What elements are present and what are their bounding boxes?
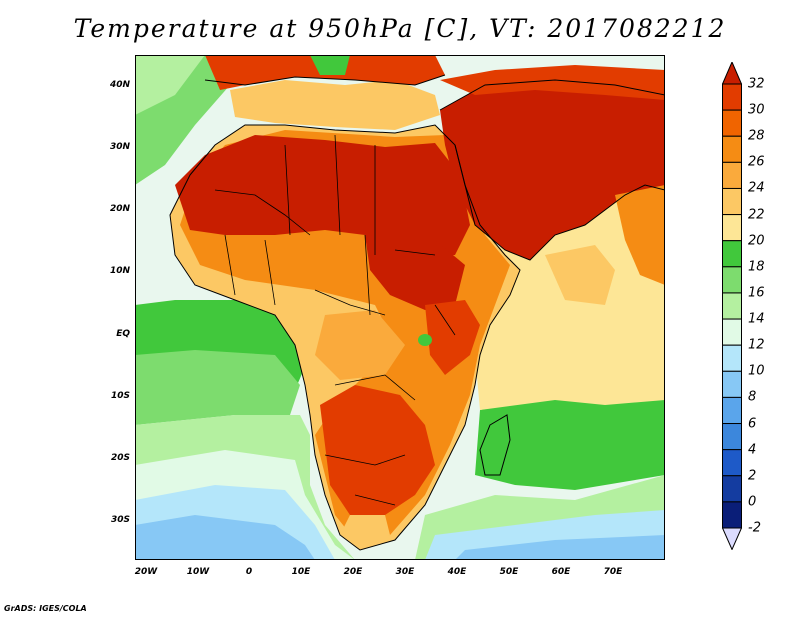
colorbar-swatch	[722, 83, 742, 111]
colorbar-label: 12	[748, 337, 765, 353]
lon-tick-10w: 10W	[186, 567, 210, 577]
madagascar-coastline	[479, 414, 511, 476]
lon-tick-60e: 60E	[551, 567, 571, 577]
colorbar-label: 10	[748, 363, 765, 379]
sudan-hot	[365, 235, 465, 310]
lat-tick-30s: 30S	[110, 515, 130, 525]
colorbar-label: 4	[748, 442, 757, 458]
colorbar-label: 24	[748, 180, 765, 196]
colorbar-bottom-triangle	[722, 527, 742, 550]
europe-coastline	[204, 74, 446, 86]
south-indian-blue	[455, 535, 665, 560]
colorbar-swatch	[722, 449, 742, 477]
colorbar-label: 6	[748, 416, 757, 432]
colorbar-label: 16	[748, 285, 765, 301]
colorbar-label: 20	[748, 233, 765, 249]
lon-tick-20w: 20W	[134, 567, 158, 577]
colorbar-top-triangle	[722, 62, 742, 85]
alps-green	[310, 55, 350, 75]
colorbar-swatch	[722, 475, 742, 503]
colorbar-swatch	[722, 240, 742, 268]
indian-ocean-band	[475, 395, 665, 490]
arabia-coastline	[439, 79, 665, 261]
lon-tick-20e: 20E	[343, 567, 363, 577]
colorbar-swatch	[722, 318, 742, 346]
lon-tick-50e: 50E	[499, 567, 519, 577]
colorbar-swatch	[722, 423, 742, 451]
lat-tick-eq: EQ	[116, 329, 130, 339]
temperature-map[interactable]	[135, 55, 665, 560]
colorbar-label: -2	[748, 520, 761, 536]
lon-tick-0: 0	[245, 567, 253, 577]
colorbar-swatch	[722, 109, 742, 137]
lat-tick-40n: 40N	[109, 80, 130, 90]
colorbar-swatch	[722, 501, 742, 529]
colorbar-label: 2	[748, 468, 757, 484]
southern-africa-hot	[320, 385, 435, 515]
colorbar	[722, 62, 742, 550]
lat-tick-30n: 30N	[109, 142, 130, 152]
colorbar-swatch	[722, 135, 742, 163]
madagascar	[480, 415, 510, 475]
colorbar-label: 30	[748, 102, 765, 118]
colorbar-swatch	[722, 396, 742, 425]
colorbar-label: 22	[748, 207, 765, 223]
colorbar-swatch	[722, 214, 742, 242]
map-frame-border	[135, 55, 665, 560]
national-borders	[214, 134, 456, 506]
lat-tick-20s: 20S	[110, 453, 130, 463]
north-atlantic-light	[135, 55, 205, 115]
lake-victoria	[418, 334, 432, 346]
arabian-sea-patch	[545, 245, 615, 305]
lon-tick-10e: 10E	[291, 567, 311, 577]
map-title: Temperature at 950hPa [C], VT: 201708221…	[73, 14, 727, 43]
southern-ocean	[135, 515, 315, 560]
colorbar-swatch	[722, 266, 742, 294]
colorbar-label: 0	[748, 494, 757, 510]
credit-text: GrADS: IGES/COLA	[4, 604, 87, 613]
colorbar-swatch	[722, 161, 742, 189]
middle-east-warm	[440, 65, 665, 100]
colorbar-label: 32	[748, 76, 765, 92]
congo-basin	[315, 310, 405, 380]
colorbar-swatch	[722, 292, 742, 320]
arabia-hot	[440, 80, 665, 260]
lon-tick-70e: 70E	[603, 567, 623, 577]
lon-tick-40e: 40E	[447, 567, 467, 577]
lat-tick-20n: 20N	[109, 204, 130, 214]
colorbar-swatch	[722, 370, 742, 398]
colorbar-label: 28	[748, 128, 765, 144]
colorbar-label: 14	[748, 311, 765, 327]
colorbar-swatch	[722, 187, 742, 216]
lat-tick-10s: 10S	[110, 391, 130, 401]
south-africa-cool	[340, 515, 390, 545]
sahara-hot	[175, 135, 470, 255]
africa-coastline	[169, 124, 521, 551]
lon-tick-30e: 30E	[395, 567, 415, 577]
east-africa-hot	[425, 300, 480, 375]
colorbar-label: 8	[748, 389, 757, 405]
mediterranean	[230, 80, 440, 130]
atlantic-tropical-light	[135, 350, 300, 425]
colorbar-swatch	[722, 344, 742, 372]
lat-tick-10n: 10N	[109, 266, 130, 276]
india-warm	[615, 185, 665, 285]
colorbar-label: 26	[748, 154, 765, 170]
colorbar-label: 18	[748, 259, 765, 275]
